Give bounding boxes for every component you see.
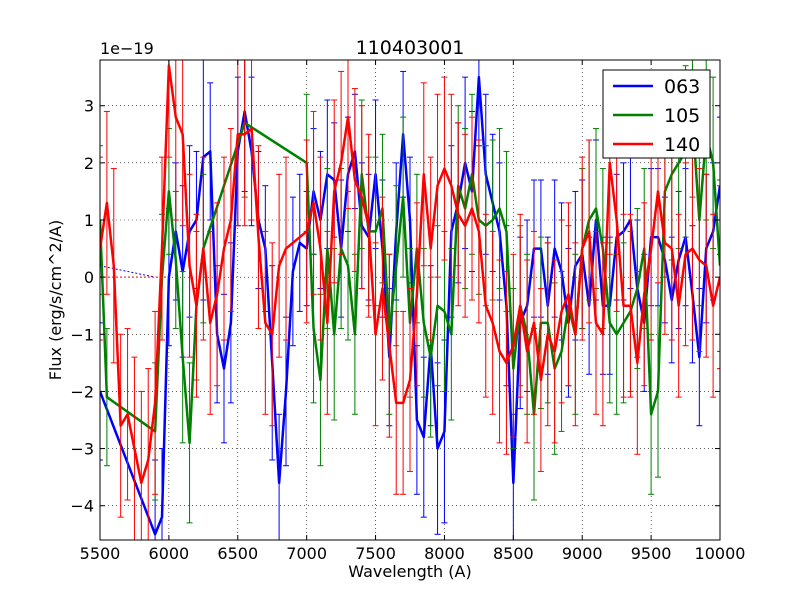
x-tick-label: 9000: [562, 544, 603, 563]
y-tick-label: −4: [70, 497, 94, 516]
legend-label-105: 105: [664, 105, 700, 127]
series-line-063: [100, 75, 720, 536]
y-tick-label: −3: [70, 440, 94, 459]
x-tick-label: 10000: [695, 544, 746, 563]
x-tick-label: 6000: [149, 544, 190, 563]
x-tick-label: 7000: [286, 544, 327, 563]
x-tick-label: 6500: [217, 544, 258, 563]
x-axis-label: Wavelength (A): [348, 562, 471, 581]
x-tick-label: 8000: [424, 544, 465, 563]
plot-frame: [99, 59, 721, 541]
ticks: 5500 6000 6500 7000 7500 8000 8500 9000 9500 1000…: [70, 60, 745, 563]
y-offset-label: 1e−19: [100, 39, 154, 58]
legend-label-140: 140: [664, 134, 700, 156]
y-tick-label: −1: [70, 325, 94, 344]
y-axis-label: Flux (erg/s/cm^2/A): [46, 220, 65, 381]
legend: 063 105 140: [602, 69, 711, 159]
x-tick-label: 9500: [631, 544, 672, 563]
series-line-105: [100, 115, 720, 445]
y-tick-label: 3: [84, 97, 94, 116]
reference-line-blue-dotted: [100, 265, 156, 278]
y-tick-label: 1: [84, 211, 94, 230]
x-tick-label: 5500: [80, 544, 121, 563]
y-tick-label: 2: [84, 154, 94, 173]
axes-frame: [99, 59, 721, 541]
x-tick-label: 7500: [355, 544, 396, 563]
x-tick-label: 8500: [493, 544, 534, 563]
y-tick-label: −2: [70, 382, 94, 401]
chart-title: 110403001: [356, 37, 465, 59]
y-tick-label: 0: [84, 268, 94, 287]
series-line-140: [100, 64, 720, 485]
series-140: [100, 60, 720, 540]
legend-label-063: 063: [664, 76, 700, 98]
